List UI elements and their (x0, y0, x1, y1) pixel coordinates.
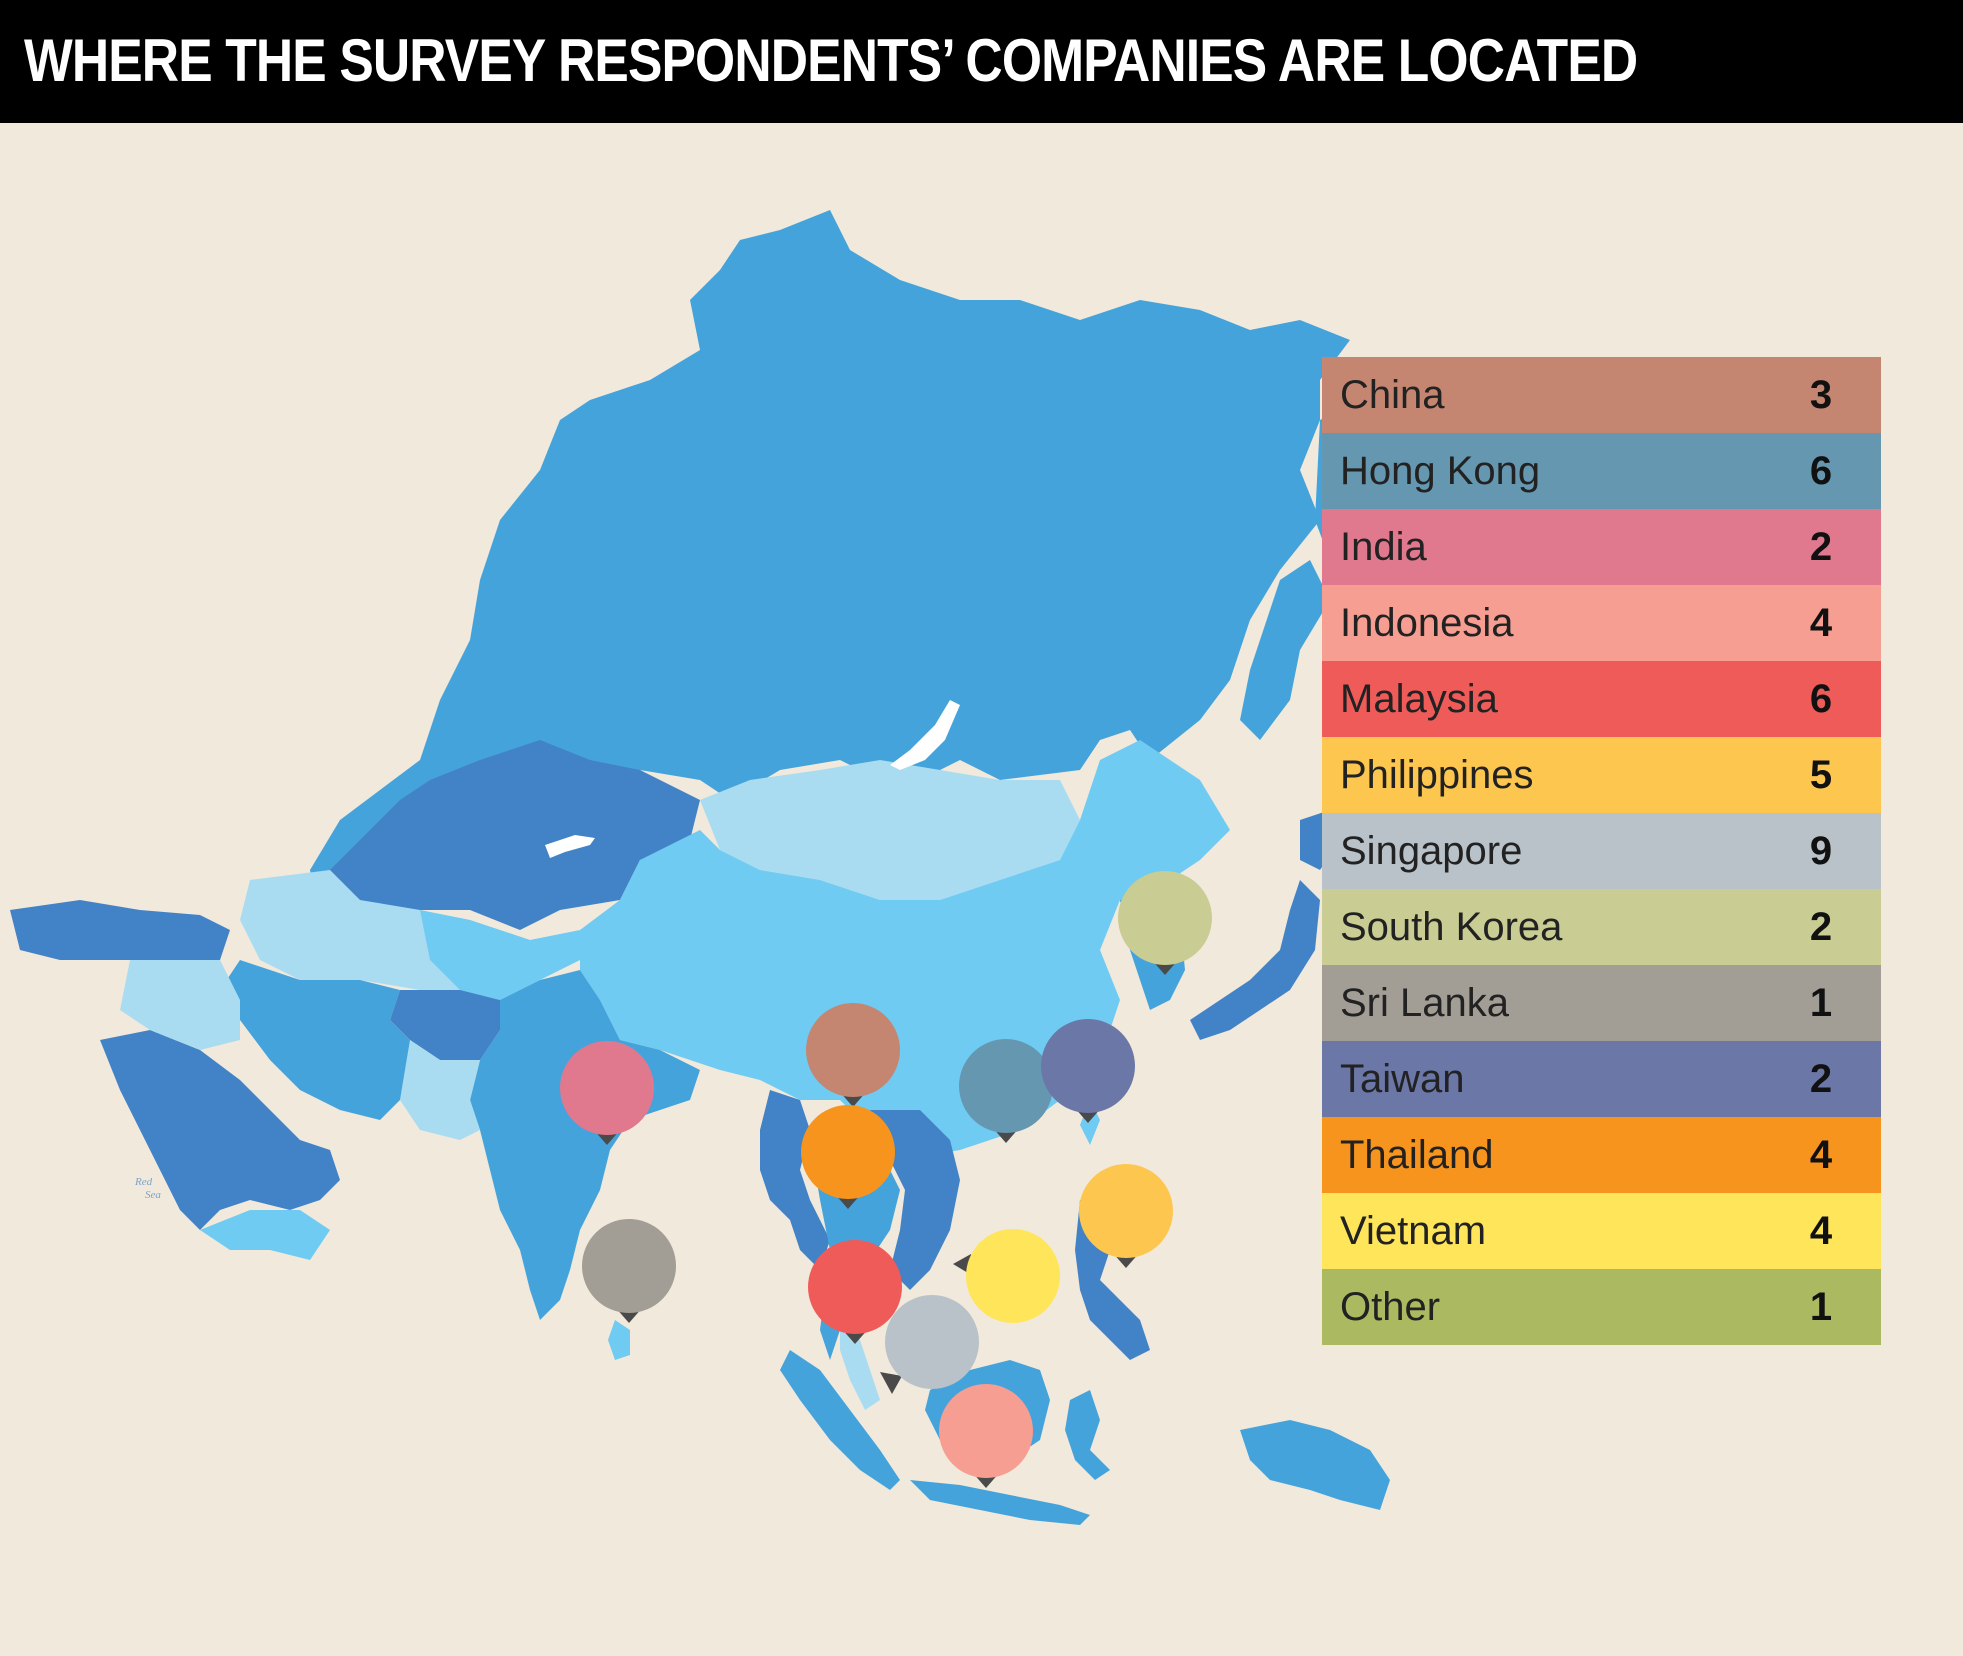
pakistan (400, 1040, 480, 1140)
marker-india-circle (560, 1041, 654, 1135)
marker-thailand (801, 1105, 895, 1209)
legend-row: Sri Lanka 1 (1322, 965, 1881, 1041)
mongolia (700, 760, 1080, 900)
lake-balkhash (545, 835, 595, 858)
legend-table: China 3 Hong Kong 6 India 2 Indonesia 4 Mala… (1322, 357, 1881, 1345)
iran (220, 960, 410, 1120)
legend-country: South Korea (1340, 904, 1563, 949)
java (910, 1480, 1090, 1525)
russia-region (310, 210, 1350, 920)
marker-indonesia-circle (939, 1384, 1033, 1478)
title-bar: WHERE THE SURVEY RESPONDENTS’ COMPANIES … (0, 0, 1963, 123)
sea-of-okhotsk-coast (1240, 560, 1330, 740)
marker-sri-lanka-circle (582, 1219, 676, 1313)
legend-country: Malaysia (1340, 676, 1498, 721)
legend-count: 2 (1809, 1056, 1833, 1101)
myanmar (760, 1090, 830, 1270)
legend-country: India (1340, 524, 1427, 569)
legend-count: 6 (1809, 676, 1833, 721)
malay-peninsula (840, 1330, 880, 1410)
marker-south-korea (1118, 871, 1212, 975)
marker-philippines-circle (1079, 1164, 1173, 1258)
lake-baikal (890, 700, 960, 770)
marker-india (560, 1041, 654, 1145)
legend-count: 9 (1809, 828, 1833, 873)
legend-count: 2 (1809, 904, 1833, 949)
marker-vietnam-circle (966, 1229, 1060, 1323)
page-title: WHERE THE SURVEY RESPONDENTS’ COMPANIES … (24, 27, 1638, 94)
sumatra (780, 1350, 900, 1490)
marker-taiwan-circle (1041, 1019, 1135, 1113)
legend-count: 4 (1809, 1132, 1833, 1177)
marker-taiwan (1041, 1019, 1135, 1123)
marker-china (806, 1003, 900, 1107)
sri-lanka (608, 1320, 630, 1360)
legend-count: 6 (1809, 448, 1833, 493)
legend-row: Malaysia 6 (1322, 661, 1881, 737)
legend-row: India 2 (1322, 509, 1881, 585)
asia-map: Red Sea (0, 123, 1963, 1656)
legend-country: Hong Kong (1340, 448, 1541, 493)
legend-count: 2 (1809, 524, 1833, 569)
marker-layer (560, 871, 1212, 1488)
legend-country: Thailand (1340, 1132, 1494, 1177)
legend-row: Indonesia 4 (1322, 585, 1881, 661)
legend-count: 4 (1809, 1208, 1833, 1253)
uzbekistan-kyrgyz (420, 910, 580, 1000)
legend-country: Singapore (1340, 828, 1523, 873)
legend-count: 5 (1809, 752, 1833, 797)
iraq-syria (120, 960, 240, 1050)
legend-count: 1 (1809, 1284, 1833, 1329)
legend-row: Singapore 9 (1322, 813, 1881, 889)
legend-row: Hong Kong 6 (1322, 433, 1881, 509)
arabia (100, 1030, 340, 1230)
marker-china-circle (806, 1003, 900, 1097)
afghanistan (390, 990, 500, 1060)
marker-indonesia (939, 1384, 1033, 1488)
legend-row: China 3 (1322, 357, 1881, 433)
marker-singapore-pointer (880, 1372, 902, 1394)
legend-row: Philippines 5 (1322, 737, 1881, 813)
marker-malaysia-circle (808, 1240, 902, 1334)
legend-row: Thailand 4 (1322, 1117, 1881, 1193)
legend-country: Sri Lanka (1340, 980, 1509, 1025)
legend-count: 4 (1809, 600, 1833, 645)
legend-country: Taiwan (1340, 1056, 1465, 1101)
marker-malaysia (808, 1240, 902, 1344)
marker-hong-kong-circle (959, 1039, 1053, 1133)
turkey (10, 900, 230, 960)
marker-singapore-circle (885, 1295, 979, 1389)
legend-country: Vietnam (1340, 1208, 1487, 1253)
legend-row: Other 1 (1322, 1269, 1881, 1345)
legend-country: Philippines (1340, 752, 1534, 797)
marker-thailand-circle (801, 1105, 895, 1199)
legend-count: 1 (1809, 980, 1833, 1025)
legend-country: Other (1340, 1284, 1441, 1329)
marker-vietnam (953, 1229, 1060, 1323)
legend-country: Indonesia (1340, 600, 1514, 645)
marker-singapore (880, 1295, 979, 1394)
oman-yemen (200, 1210, 330, 1260)
japan (1190, 880, 1320, 1040)
marker-sri-lanka (582, 1219, 676, 1323)
marker-hong-kong (959, 1039, 1053, 1143)
kazakhstan (330, 740, 700, 930)
red-sea-label-line1: Red (134, 1176, 153, 1188)
marker-south-korea-circle (1118, 871, 1212, 965)
red-sea-label-line2: Sea (145, 1189, 161, 1201)
map-svg: Red Sea (10, 210, 1400, 1525)
legend-country: China (1340, 372, 1445, 417)
new-guinea (1240, 1420, 1390, 1510)
legend-row: Taiwan 2 (1322, 1041, 1881, 1117)
legend-row: South Korea 2 (1322, 889, 1881, 965)
marker-philippines (1079, 1164, 1173, 1268)
legend-count: 3 (1809, 372, 1833, 417)
legend-row: Vietnam 4 (1322, 1193, 1881, 1269)
sulawesi (1065, 1390, 1110, 1480)
